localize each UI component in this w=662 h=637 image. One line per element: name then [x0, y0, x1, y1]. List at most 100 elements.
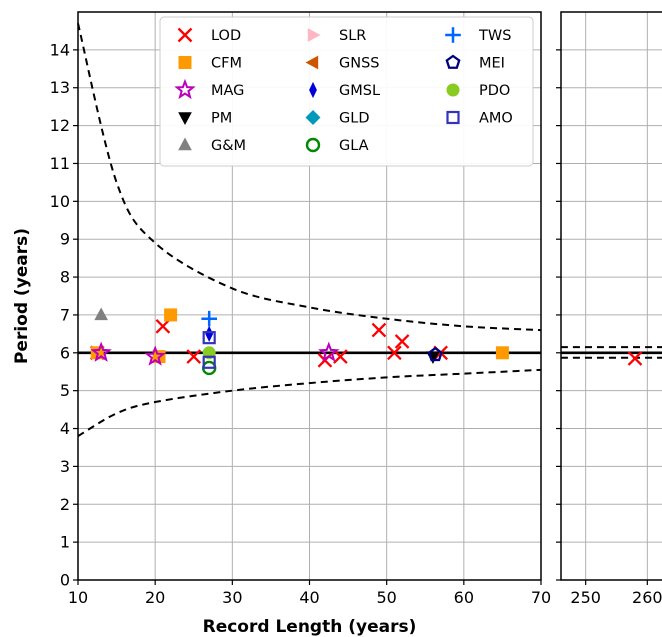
y-tick-label: 7	[60, 305, 70, 324]
marker-shape	[94, 307, 108, 321]
marker-shape	[627, 351, 643, 366]
data-point	[164, 308, 178, 322]
y-tick-label: 0	[60, 571, 70, 590]
x-tick-label: 40	[299, 588, 319, 607]
data-point	[90, 341, 112, 362]
legend: LOD CFM MAG PM G&M SLR GNSS GMSL GLD GLA TWS MEI PDO…	[159, 16, 534, 167]
legend-item: GLD	[305, 110, 369, 127]
legend-label: PDO	[479, 83, 510, 99]
legend-box	[159, 16, 534, 167]
legend-item: G&M	[178, 137, 246, 154]
legend-marker	[178, 56, 192, 69]
marker-shape	[178, 137, 192, 151]
marker-shape	[394, 334, 410, 349]
legend-marker	[305, 110, 321, 125]
marker-shape	[333, 349, 348, 364]
marker-shape	[201, 310, 217, 327]
data-point	[202, 331, 216, 345]
envelope-curve	[77, 23, 542, 332]
x-tick-label: 10	[68, 588, 88, 607]
legend-marker	[174, 78, 196, 100]
legend-item: PM	[178, 111, 232, 127]
marker-shape	[307, 28, 321, 42]
legend-label: GMSL	[339, 83, 380, 99]
marker-shape	[427, 346, 443, 362]
axes-frame	[73, 11, 662, 585]
y-tick-label: 9	[60, 230, 70, 249]
legend-marker	[446, 83, 460, 97]
x-tick-label: 260	[632, 588, 662, 607]
legend-label: PM	[211, 111, 232, 127]
marker-shape	[387, 345, 402, 361]
y-tick-label: 1	[60, 533, 70, 552]
marker-shape	[177, 27, 193, 43]
legend-item: TWS	[445, 27, 511, 44]
marker-shape	[186, 349, 202, 364]
x-tick-label: 250	[570, 588, 601, 607]
y-tick-label: 3	[60, 457, 70, 476]
marker-shape	[155, 318, 171, 334]
legend-item: GNSS	[305, 55, 380, 72]
marker-shape	[305, 137, 321, 153]
marker-shape	[202, 331, 216, 345]
legend-item: CFM	[178, 56, 242, 72]
legend-item: AMO	[446, 110, 513, 127]
data-point	[495, 346, 509, 360]
legend-label: MAG	[211, 83, 244, 99]
marker-shape	[178, 56, 192, 69]
legend-label: G&M	[211, 138, 246, 154]
x-tick-label: 60	[454, 588, 474, 607]
legend-marker	[177, 27, 193, 43]
y-tick-label: 8	[60, 268, 70, 287]
x-tick-label: 50	[376, 588, 396, 607]
legend-label: TWS	[478, 28, 511, 44]
marker-shape	[164, 308, 178, 322]
data-point	[394, 334, 410, 349]
legend-label: GLD	[339, 111, 369, 127]
legend-label: GNSS	[339, 56, 380, 72]
legend-item: LOD	[177, 27, 241, 44]
data-point	[94, 307, 108, 321]
marker-shape	[178, 112, 192, 125]
y-tick-label: 11	[50, 154, 70, 173]
axes-spine	[77, 11, 542, 581]
data-point	[427, 346, 443, 362]
marker-shape	[445, 27, 461, 43]
legend-label: MEI	[479, 56, 505, 72]
envelope-curves	[77, 23, 662, 437]
legend-marker	[305, 55, 319, 70]
axes-spine	[560, 11, 662, 581]
data-point	[155, 318, 171, 334]
data-point	[371, 322, 387, 338]
data-point	[144, 345, 166, 366]
legend-marker	[305, 137, 321, 153]
marker-shape	[174, 78, 196, 100]
marker-shape	[305, 110, 321, 125]
data-point	[387, 345, 402, 361]
marker-shape	[305, 55, 319, 70]
marker-shape	[371, 322, 387, 338]
data-point	[201, 310, 217, 327]
data-point	[186, 349, 202, 364]
legend-item: MAG	[174, 78, 244, 100]
legend-label: CFM	[211, 56, 242, 72]
x-tick-label: 20	[145, 588, 165, 607]
legend-item: SLR	[307, 28, 366, 44]
y-tick-label: 2	[60, 495, 70, 514]
legend-marker	[178, 112, 192, 125]
y-tick-label: 5	[60, 381, 70, 400]
legend-item: PDO	[446, 83, 510, 99]
data-point	[627, 351, 643, 366]
y-tick-label: 12	[50, 116, 70, 135]
legend-item: MEI	[445, 54, 505, 72]
legend-item: GLA	[305, 137, 369, 154]
data-point	[205, 325, 214, 342]
legend-label: LOD	[211, 28, 241, 44]
legend-marker	[445, 54, 461, 69]
legend-marker	[445, 27, 461, 43]
marker-shape	[90, 341, 112, 362]
y-tick-label: 4	[60, 419, 70, 438]
data-points	[89, 307, 643, 376]
legend-marker	[446, 110, 460, 125]
